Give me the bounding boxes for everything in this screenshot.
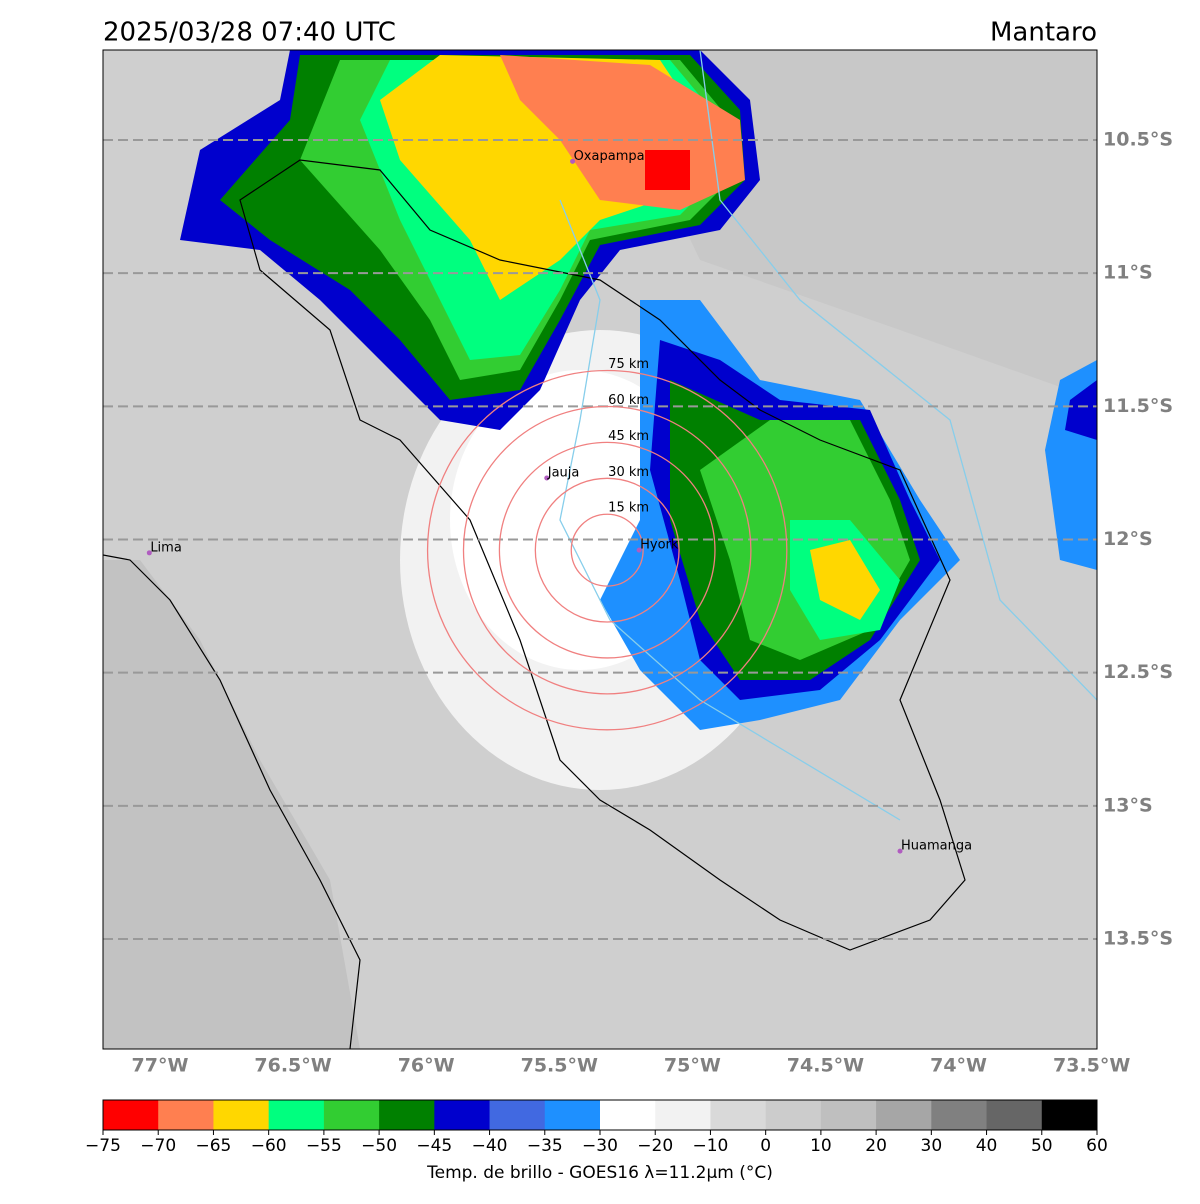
place-marker: [146, 550, 152, 556]
range-label: 60 km: [608, 393, 649, 408]
colorbar-segment: [655, 1100, 711, 1130]
range-ring: [426, 369, 788, 731]
x-tick-label: 76.5°W: [254, 1055, 331, 1077]
x-tick-label: 77°W: [132, 1055, 189, 1077]
colorbar-tick-label: 20: [865, 1136, 887, 1156]
colorbar-segment: [544, 1100, 601, 1130]
y-tick-label: 11.5°S: [1103, 395, 1173, 417]
place-label: Huamanga: [901, 839, 972, 854]
title-left: 2025/03/28 07:40 UTC: [103, 18, 396, 48]
colorbar-tick-label: 50: [1031, 1136, 1053, 1156]
coastline: [103, 554, 361, 1049]
colorbar-tick-label: −65: [195, 1136, 231, 1156]
river: [559, 50, 1097, 821]
ocean: [103, 560, 360, 1049]
range-label: 75 km: [608, 357, 649, 372]
colorbar-segment: [765, 1100, 822, 1130]
colorbar-tick-label: −50: [361, 1136, 397, 1156]
x-tick-label: 76°W: [398, 1055, 455, 1077]
colorbar-segment: [103, 1100, 159, 1130]
place-label: Lima: [150, 540, 181, 555]
colorbar-segment: [876, 1100, 932, 1130]
place-marker: [897, 848, 903, 854]
y-tick-label: 12.5°S: [1103, 661, 1173, 683]
map-frame: [102, 49, 1098, 1050]
range-label: 15 km: [608, 501, 649, 516]
colorbar-tick-label: −75: [85, 1136, 121, 1156]
x-tick-label: 74°W: [930, 1055, 987, 1077]
x-tick-label: 74.5°W: [787, 1055, 864, 1077]
colorbar-tick-label: 10: [810, 1136, 832, 1156]
y-tick-label: 12°S: [1103, 528, 1153, 550]
range-label: 45 km: [608, 429, 649, 444]
colorbar-tick-label: −30: [582, 1136, 618, 1156]
colorbar-tick-label: −45: [416, 1136, 452, 1156]
colorbar-tick-label: −60: [251, 1136, 287, 1156]
colorbar-segment: [489, 1100, 546, 1130]
place-label: Oxapampa: [574, 149, 645, 164]
x-tick-label: 75.5°W: [521, 1055, 598, 1077]
colorbar-segment: [213, 1100, 270, 1130]
cloud-east: [810, 540, 880, 620]
map: 15 km 30 km 45 km 60 km 75 km Lima Jauja Oxapam…: [103, 50, 1097, 1049]
range-ring: [570, 513, 644, 587]
range-ring: [498, 441, 716, 659]
colorbar: −75 −70 −65 −60 −55 −50 −45 −40 −35 −30 −20 −10 0 10 2…: [85, 1099, 1108, 1156]
cloud-edge: [1065, 380, 1097, 440]
y-tick-label: 10.5°S: [1103, 129, 1173, 151]
title-right: Mantaro: [990, 18, 1097, 48]
colorbar-segment: [600, 1100, 656, 1130]
colorbar-tick-label: 0: [760, 1136, 771, 1156]
colorbar-segment: [434, 1100, 491, 1130]
basin-outline: [239, 159, 966, 951]
y-tick-label: 11°S: [1103, 262, 1153, 284]
colorbar-segment: [931, 1100, 988, 1130]
colorbar-segment: [268, 1100, 325, 1130]
place-marker: [636, 547, 642, 553]
range-ring: [534, 477, 680, 623]
colorbar-segment: [1041, 1100, 1098, 1130]
colorbar-label: Temp. de brillo - GOES16 λ=11.2μm (°C): [426, 1163, 773, 1183]
place-marker: [544, 475, 550, 481]
colorbar-segment: [379, 1100, 435, 1130]
colorbar-tick-label: −20: [637, 1136, 673, 1156]
place-label: Hyork: [640, 538, 679, 553]
colorbar-tick-label: −70: [140, 1136, 176, 1156]
y-tick-label: 13.5°S: [1103, 928, 1173, 950]
y-tick-label: 13°S: [1103, 794, 1153, 816]
colorbar-tick-label: 40: [976, 1136, 998, 1156]
colorbar-tick-label: −40: [472, 1136, 508, 1156]
x-tick-label: 75°W: [664, 1055, 721, 1077]
colorbar-segment: [986, 1100, 1043, 1130]
colorbar-tick-label: −55: [306, 1136, 342, 1156]
colorbar-tick-label: −35: [527, 1136, 563, 1156]
colorbar-tick-label: 30: [921, 1136, 943, 1156]
colorbar-segment: [158, 1100, 214, 1130]
colorbar-tick-label: 60: [1086, 1136, 1108, 1156]
place-label: Jauja: [547, 465, 580, 480]
place-marker: [570, 158, 576, 164]
colorbar-segment: [323, 1100, 380, 1130]
x-tick-label: 73.5°W: [1053, 1055, 1130, 1077]
range-label: 30 km: [608, 465, 649, 480]
cloud-core: [645, 150, 690, 190]
colorbar-tick-label: −10: [692, 1136, 728, 1156]
range-ring: [462, 405, 752, 695]
colorbar-segment: [820, 1100, 877, 1130]
colorbar-segment: [710, 1100, 767, 1130]
